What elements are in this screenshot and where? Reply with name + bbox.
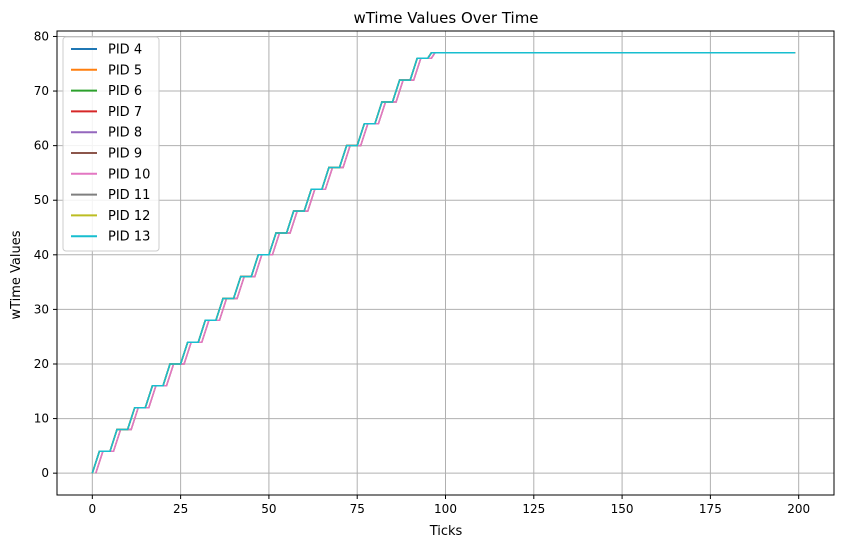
y-tick-label: 70 [34,84,49,98]
legend-label: PID 11 [108,188,150,203]
axis-ticks: 0 25 50 75 100 125 150 175 200 0 10 20 30 40 50 60 70 80 [34,29,810,516]
legend: PID 4 PID 5 PID 6 PID 7 PID 8 PID 9 PID 10 PID … [62,36,160,252]
x-tick-label: 75 [350,502,365,516]
y-tick-label: 50 [34,193,49,207]
legend-label: PID 12 [108,209,150,224]
y-tick-label: 80 [34,29,49,43]
legend-label: PID 5 [108,63,142,78]
x-tick-label: 200 [787,502,810,516]
x-axis-label: Ticks [429,524,463,539]
x-tick-label: 150 [611,502,634,516]
x-tick-label: 0 [88,502,96,516]
legend-label: PID 7 [108,105,142,120]
x-tick-label: 25 [173,502,188,516]
legend-label: PID 10 [108,167,150,182]
legend-label: PID 8 [108,126,142,141]
y-tick-label: 20 [34,357,49,371]
series-lines [91,52,796,474]
y-tick-label: 60 [34,139,49,153]
series-line [91,52,796,474]
y-tick-label: 40 [34,248,49,262]
y-axis-label: wTime Values [9,230,24,319]
chart-title: wTime Values Over Time [353,9,538,27]
legend-label: PID 9 [108,147,142,162]
legend-label: PID 6 [108,84,142,99]
y-tick-label: 30 [34,302,49,316]
y-tick-label: 10 [34,412,49,426]
x-tick-label: 125 [522,502,545,516]
x-tick-label: 175 [699,502,722,516]
legend-label: PID 4 [108,43,142,58]
grid-lines [57,31,834,495]
x-tick-label: 50 [261,502,276,516]
x-tick-label: 100 [434,502,457,516]
legend-label: PID 13 [108,230,150,245]
y-tick-label: 0 [41,466,49,480]
